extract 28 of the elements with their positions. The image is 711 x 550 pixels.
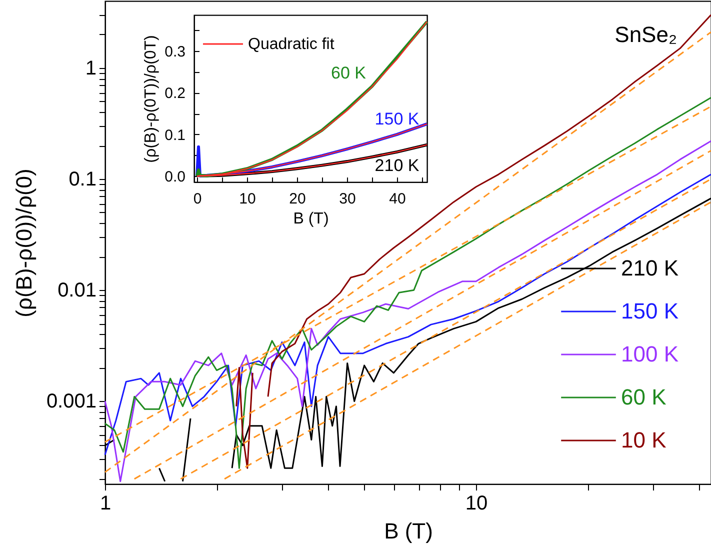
x-tick-label: 30 [339, 190, 356, 208]
legend-label: 10 K [621, 428, 667, 452]
y-tick-label: 0.001 [46, 390, 96, 413]
y-tick-label: 0.1 [164, 126, 186, 144]
x-tick-label: 10 [465, 492, 488, 514]
legend-label: 150 K [621, 298, 679, 324]
y-tick-label: 0.0 [164, 168, 186, 186]
legend-label: 100 K [621, 342, 679, 366]
x-tick-label: 20 [289, 190, 306, 208]
legend-label: 210 K [621, 256, 679, 280]
y-tick-label: 0.2 [164, 85, 186, 102]
series-label: 210 K [374, 156, 420, 175]
legend-label: Quadratic fit [248, 36, 335, 53]
y-axis-title: (ρ(B)-ρ(0))/ρ(0) [11, 168, 36, 318]
legend-label: 60 K [621, 384, 667, 410]
x-tick-label: 10 [239, 190, 256, 208]
series-label: 150 K [374, 109, 420, 128]
y-tick-label: 0.3 [164, 43, 186, 60]
annotation: SnSe₂ [614, 22, 677, 48]
y-tick-label: 0.01 [58, 280, 96, 302]
x-tick-label: 0 [193, 190, 202, 208]
x-axis-title: B (T) [293, 210, 329, 228]
y-axis-title: (ρ(B)-ρ(0T))/ρ(0T) [142, 35, 160, 163]
x-tick-label: 40 [389, 190, 406, 208]
y-tick-label: 1 [85, 57, 96, 80]
y-tick-label: 0.1 [68, 168, 96, 191]
x-axis-title: B (T) [384, 518, 433, 544]
series-label: 60 K [331, 63, 367, 82]
